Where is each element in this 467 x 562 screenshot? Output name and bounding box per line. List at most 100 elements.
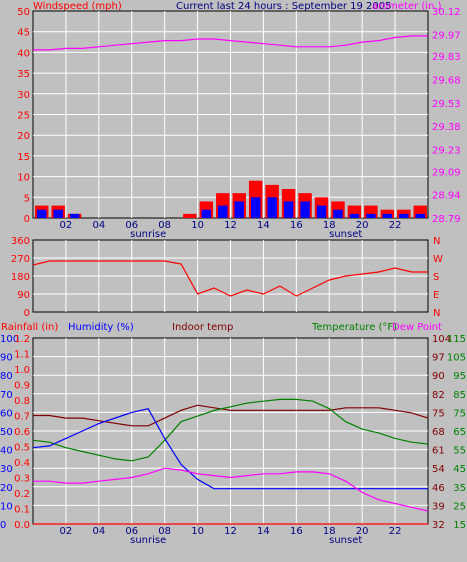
rain-tick-0.2: 0.2 xyxy=(14,489,30,500)
wind-tick-30: 30 xyxy=(17,90,30,101)
x-tick-0-12: 12 xyxy=(224,220,237,231)
rain-tick-0.4: 0.4 xyxy=(14,458,30,469)
indoor-temp-line xyxy=(33,404,429,427)
dir-tick-0: 0 xyxy=(24,308,30,319)
humidity-tick-10: 10 xyxy=(0,501,13,512)
baro-tick-29.09: 29.09 xyxy=(432,167,461,178)
rain-tick-1.1: 1.1 xyxy=(14,350,30,361)
temp-a-tick-1: 39 xyxy=(432,501,445,512)
rain-tick-0.5: 0.5 xyxy=(14,443,30,454)
windspeed-title: Windspeed (mph) xyxy=(33,1,122,12)
temp-b-tick-8: 95 xyxy=(453,371,466,382)
wind-avg-bar-0 xyxy=(37,209,47,218)
x-tick-1-10: 10 xyxy=(191,526,204,537)
humidity-tick-60: 60 xyxy=(0,408,13,419)
baro-tick-28.94: 28.94 xyxy=(432,191,461,202)
x-tick-1-20: 20 xyxy=(356,526,369,537)
rain-tick-0.1: 0.1 xyxy=(14,505,30,516)
baro-tick-29.23: 29.23 xyxy=(432,146,461,157)
temp-a-tick-4: 61 xyxy=(432,446,445,457)
compass-label-2: S xyxy=(433,272,439,283)
dewpoint-line xyxy=(33,467,429,512)
compass-label-0: N xyxy=(433,308,440,319)
rainfall-label: Rainfall (in) xyxy=(1,322,58,333)
temp-b-tick-3: 45 xyxy=(453,464,466,475)
wind-avg-bar-22 xyxy=(399,213,409,218)
x-tick-1-08: 08 xyxy=(158,526,171,537)
temp-a-tick-9: 97 xyxy=(432,353,445,364)
rain-tick-0.7: 0.7 xyxy=(14,412,30,423)
x-tick-1-14: 14 xyxy=(257,526,270,537)
rain-tick-0.3: 0.3 xyxy=(14,474,30,485)
x-tick-0-02: 02 xyxy=(60,220,73,231)
wind-avg-bar-20 xyxy=(366,213,376,218)
sunset-label-0: sunset xyxy=(329,229,362,240)
wind-tick-40: 40 xyxy=(17,48,30,59)
humidity-tick-30: 30 xyxy=(0,464,13,475)
x-tick-0-20: 20 xyxy=(356,220,369,231)
date-title: Current last 24 hours : September 19 200… xyxy=(176,1,392,12)
temperature-line xyxy=(32,398,429,462)
temp-b-tick-5: 65 xyxy=(453,427,466,438)
wind-avg-bar-2 xyxy=(69,213,80,218)
wind-avg-bar-18 xyxy=(333,209,343,218)
wind-avg-bar-13 xyxy=(250,197,261,218)
x-tick-0-14: 14 xyxy=(257,220,270,231)
x-tick-1-04: 04 xyxy=(92,526,105,537)
wind-avg-bar-23 xyxy=(415,213,425,218)
temp-a-tick-5: 68 xyxy=(432,427,445,438)
wind-avg-bar-21 xyxy=(382,213,393,218)
temp-a-tick-2: 46 xyxy=(432,483,445,494)
humidity-label: Humidity (%) xyxy=(68,322,134,333)
dewpoint-label: Dew Point xyxy=(392,322,442,333)
compass-label-1: E xyxy=(433,290,439,301)
compass-label-4: N xyxy=(433,236,440,247)
wind-tick-5: 5 xyxy=(24,193,30,204)
grid-lines xyxy=(33,11,428,524)
humidity-tick-70: 70 xyxy=(0,390,13,401)
temp-b-tick-2: 35 xyxy=(453,483,466,494)
temp-a-tick-0: 32 xyxy=(432,520,445,531)
temp-a-tick-6: 75 xyxy=(432,408,445,419)
wind-avg-bar-19 xyxy=(349,213,360,218)
wind-tick-35: 35 xyxy=(17,69,30,80)
x-tick-0-18: 18 xyxy=(323,220,336,231)
barometer-line xyxy=(33,35,428,51)
baro-tick-28.79: 28.79 xyxy=(432,214,461,225)
rain-tick-0.8: 0.8 xyxy=(14,396,30,407)
wind-tick-10: 10 xyxy=(17,173,30,184)
dir-tick-360: 360 xyxy=(11,236,30,247)
wind-tick-45: 45 xyxy=(17,28,30,39)
humidity-tick-90: 90 xyxy=(0,353,13,364)
x-tick-1-06: 06 xyxy=(125,526,138,537)
baro-tick-29.68: 29.68 xyxy=(432,75,461,86)
x-tick-0-08: 08 xyxy=(158,220,171,231)
sunrise-label-0: sunrise xyxy=(130,229,166,240)
humidity-tick-0: 0 xyxy=(0,520,6,531)
temp-a-tick-8: 90 xyxy=(432,371,445,382)
x-tick-0-06: 06 xyxy=(125,220,138,231)
x-tick-0-10: 10 xyxy=(191,220,204,231)
humidity-tick-40: 40 xyxy=(0,446,13,457)
dir-tick-90: 90 xyxy=(17,290,30,301)
rain-tick-0.0: 0.0 xyxy=(14,520,30,531)
temp-b-tick-0: 15 xyxy=(453,520,466,531)
sunset-label-1: sunset xyxy=(329,535,362,546)
x-tick-0-22: 22 xyxy=(389,220,402,231)
baro-tick-29.53: 29.53 xyxy=(432,99,461,110)
wind-avg-bar-16 xyxy=(300,201,310,218)
temp-b-tick-7: 85 xyxy=(453,390,466,401)
temp-b-tick-6: 75 xyxy=(453,408,466,419)
x-tick-1-18: 18 xyxy=(323,526,336,537)
humidity-tick-100: 100 xyxy=(0,334,19,345)
humidity-line xyxy=(32,408,428,490)
temp-b-tick-1: 25 xyxy=(453,501,466,512)
wind-avg-bar-17 xyxy=(316,205,327,218)
x-tick-1-02: 02 xyxy=(60,526,73,537)
baro-tick-29.83: 29.83 xyxy=(432,52,461,63)
wind-tick-50: 50 xyxy=(17,7,30,18)
wind-tick-15: 15 xyxy=(17,152,30,163)
dir-tick-270: 270 xyxy=(11,254,30,265)
temp-a-tick-3: 54 xyxy=(432,464,445,475)
